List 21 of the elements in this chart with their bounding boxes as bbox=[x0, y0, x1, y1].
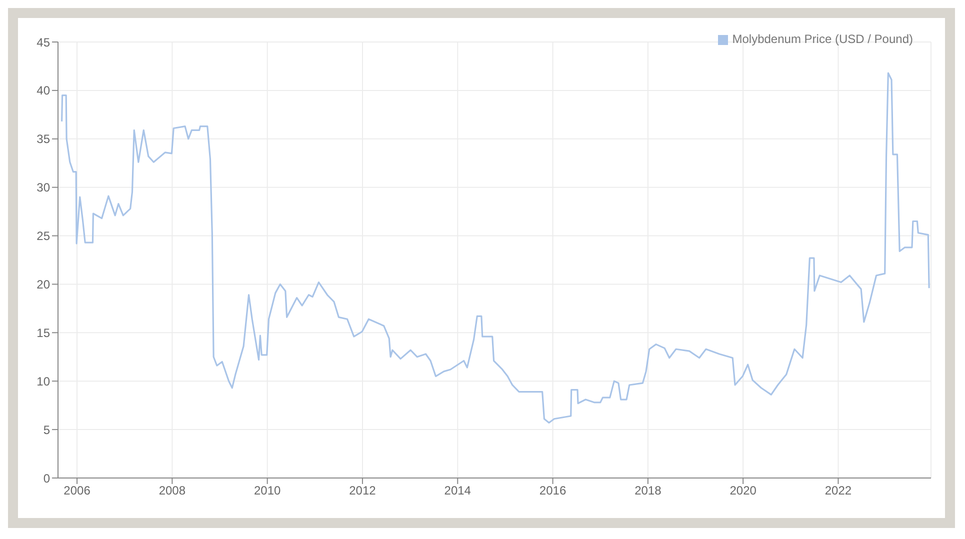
legend-label: Molybdenum Price (USD / Pound) bbox=[732, 32, 913, 46]
x-tick-label: 2014 bbox=[444, 484, 472, 498]
x-tick-label: 2016 bbox=[539, 484, 566, 498]
x-tick-label: 2010 bbox=[254, 484, 281, 498]
line-series bbox=[61, 72, 930, 424]
x-tick-label: 2022 bbox=[824, 484, 852, 498]
y-tick-label: 30 bbox=[36, 180, 50, 195]
y-tick-label: 25 bbox=[36, 229, 50, 244]
y-tick-label: 35 bbox=[36, 132, 50, 146]
y-tick-label: 45 bbox=[36, 35, 50, 50]
y-tick-label: 20 bbox=[36, 277, 50, 292]
y-tick-label: 10 bbox=[36, 374, 50, 388]
y-tick-label: 5 bbox=[43, 422, 50, 437]
x-tick-label: 2020 bbox=[730, 484, 757, 498]
y-tick-label: 40 bbox=[36, 84, 50, 98]
x-tick-label: 2008 bbox=[158, 484, 186, 498]
x-tick-label: 2018 bbox=[634, 484, 662, 498]
y-tick-label: 0 bbox=[43, 471, 50, 486]
x-tick-label: 2006 bbox=[64, 484, 91, 498]
y-tick-label: 15 bbox=[36, 326, 50, 340]
x-tick-label: 2012 bbox=[349, 484, 376, 498]
